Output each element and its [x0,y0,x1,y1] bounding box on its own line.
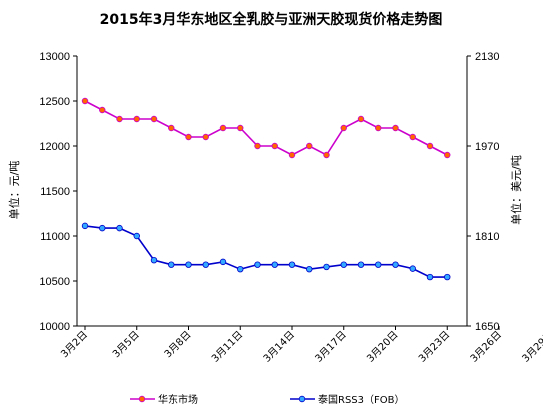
data-point [116,224,123,232]
right-axis-ticks: 1650 1810 1970 2130 [467,51,499,333]
data-point [99,224,106,232]
data-point [323,151,330,159]
data-point [202,261,209,268]
data-point [306,142,313,150]
data-point [444,151,451,159]
x-tick-label: 3月8日 [162,329,194,361]
data-point [392,124,399,132]
data-point [168,124,175,132]
x-axis-ticks: 3月2日 3月5日 3月8日 3月11日 3月14日 3月17日 3月20日 3月23日 3月2… [58,326,543,365]
data-point [133,115,140,123]
left-tick-label: 12500 [39,96,70,108]
data-point [150,115,158,123]
data-point [409,265,416,272]
data-point [219,258,227,266]
data-point [426,273,434,281]
data-point [219,124,227,132]
left-tick-label: 10500 [39,276,70,288]
data-point [375,124,382,132]
x-tick-label: 3月20日 [364,329,400,365]
legend-marker-thai [298,395,306,403]
data-point [392,261,399,268]
left-tick-label: 10000 [39,321,70,333]
series-layer [81,97,451,281]
data-point [99,106,106,114]
x-tick-label: 3月14日 [261,329,297,365]
data-point [288,261,296,268]
right-tick-label: 1650 [475,321,499,333]
left-tick-label: 12000 [39,141,70,153]
x-tick-label: 3月2日 [58,329,90,361]
series-line-1 [84,225,448,278]
series-line-0 [84,100,448,157]
data-point [271,261,278,268]
x-tick-label: 3月23日 [416,329,452,365]
data-point [357,261,365,268]
left-tick-label: 11000 [40,231,70,243]
data-point [133,232,140,240]
legend: 华东市场 泰国RSS3（FOB） [130,393,405,406]
right-tick-label: 1970 [475,141,499,153]
x-tick-label: 3月17日 [313,329,349,365]
data-point [444,273,451,281]
data-point [202,133,209,141]
data-point [306,265,313,273]
data-point [254,142,261,150]
x-tick-label: 3月29日 [520,329,543,365]
x-tick-label: 3月11日 [209,329,245,365]
data-point [426,142,434,150]
data-point [81,222,89,230]
right-tick-label: 2130 [475,51,499,63]
legend-label-huadong: 华东市场 [158,393,198,406]
left-axis-label: 单位：元/吨 [7,161,21,220]
right-axis-label: 单位：美元/吨 [509,155,523,225]
legend-marker-huadong [138,395,146,403]
data-point [409,133,416,141]
data-point [237,265,244,273]
data-point [81,97,89,105]
right-tick-label: 1810 [475,231,499,243]
data-point [168,261,175,268]
legend-label-thai: 泰国RSS3（FOB） [318,393,405,406]
left-tick-label: 11500 [40,186,70,198]
data-point [323,263,330,271]
data-point [116,115,123,123]
x-tick-label: 3月26日 [468,329,504,365]
data-point [271,142,278,150]
x-tick-label: 3月5日 [110,329,142,361]
data-point [357,115,365,123]
data-point [237,124,244,132]
data-point [340,124,347,132]
left-axis-ticks: 10000 10500 11000 11500 12000 12500 13000 [39,51,77,333]
data-point [150,256,158,264]
data-point [375,261,382,268]
chart-title: 2015年3月华东地区全乳胶与亚洲天胶现货价格走势图 [100,11,443,28]
data-point [340,261,347,268]
data-point [254,261,261,268]
data-point [185,133,192,141]
left-tick-label: 13000 [39,51,70,63]
data-point [288,151,296,159]
data-point [185,261,192,268]
